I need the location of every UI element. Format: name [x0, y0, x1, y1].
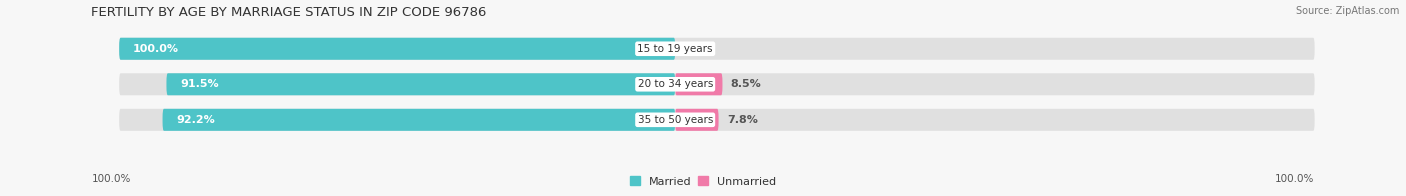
Text: 8.5%: 8.5%	[731, 79, 762, 89]
FancyBboxPatch shape	[120, 38, 675, 60]
Text: 92.2%: 92.2%	[177, 115, 215, 125]
Text: 35 to 50 years: 35 to 50 years	[637, 115, 713, 125]
Text: Source: ZipAtlas.com: Source: ZipAtlas.com	[1295, 6, 1399, 16]
FancyBboxPatch shape	[120, 38, 1315, 60]
Text: 100.0%: 100.0%	[134, 44, 179, 54]
FancyBboxPatch shape	[675, 73, 723, 95]
Text: 100.0%: 100.0%	[91, 174, 131, 184]
Text: 0.0%: 0.0%	[683, 44, 714, 54]
Legend: Married, Unmarried: Married, Unmarried	[630, 176, 776, 187]
Text: FERTILITY BY AGE BY MARRIAGE STATUS IN ZIP CODE 96786: FERTILITY BY AGE BY MARRIAGE STATUS IN Z…	[91, 6, 486, 19]
Text: 15 to 19 years: 15 to 19 years	[637, 44, 713, 54]
FancyBboxPatch shape	[166, 73, 675, 95]
Text: 100.0%: 100.0%	[1275, 174, 1315, 184]
Text: 91.5%: 91.5%	[180, 79, 219, 89]
Text: 7.8%: 7.8%	[727, 115, 758, 125]
FancyBboxPatch shape	[120, 109, 1315, 131]
Text: 20 to 34 years: 20 to 34 years	[637, 79, 713, 89]
FancyBboxPatch shape	[120, 73, 1315, 95]
FancyBboxPatch shape	[675, 109, 718, 131]
FancyBboxPatch shape	[163, 109, 675, 131]
